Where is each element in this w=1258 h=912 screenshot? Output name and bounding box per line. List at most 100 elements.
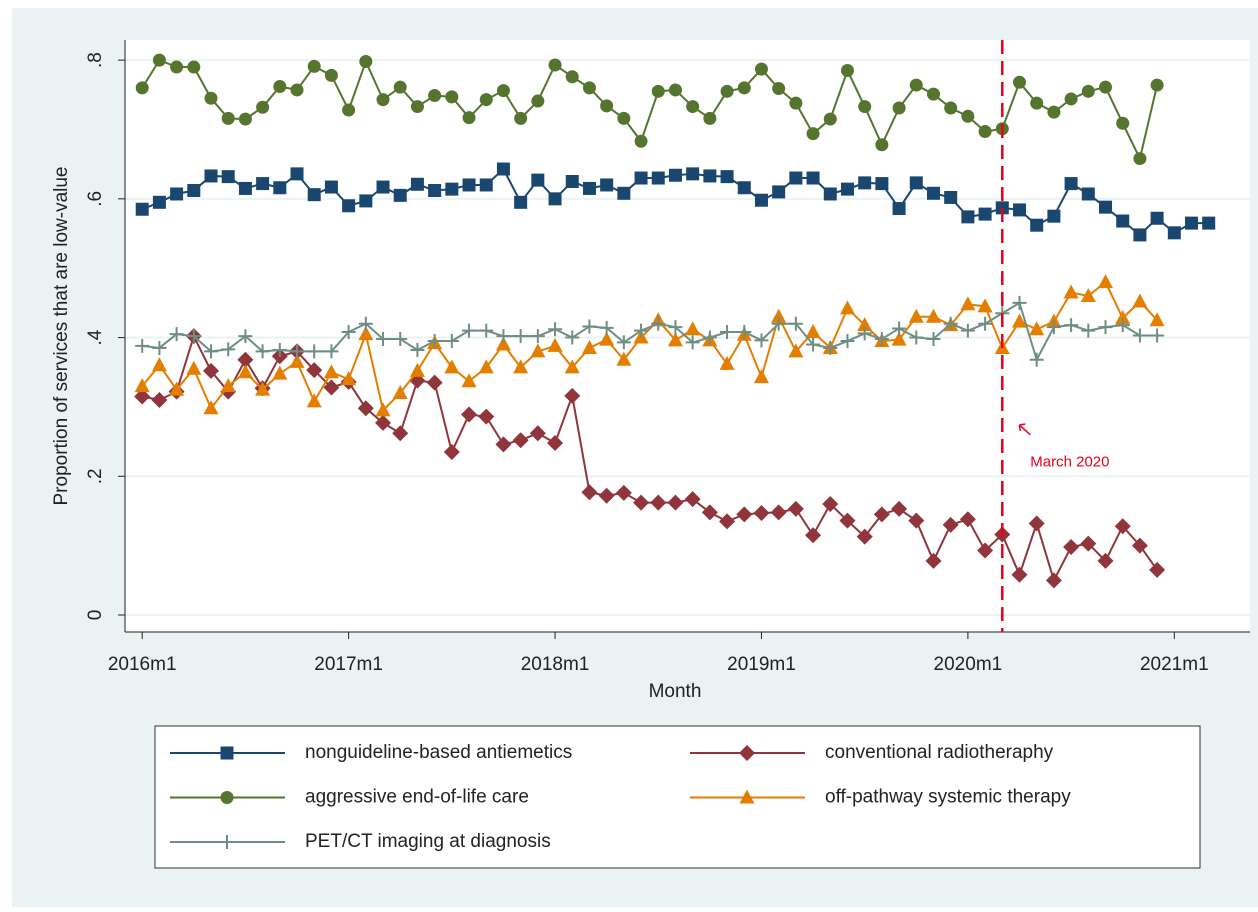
marker — [961, 109, 975, 123]
marker — [891, 500, 908, 517]
marker — [496, 84, 510, 98]
legend-box — [154, 725, 1201, 869]
x-tick-label: 2020m1 — [934, 654, 1003, 675]
marker — [858, 100, 872, 114]
marker — [1185, 216, 1199, 230]
marker — [789, 96, 803, 110]
marker — [616, 351, 632, 366]
marker — [857, 317, 873, 332]
marker — [1045, 572, 1062, 589]
x-tick-label: 2016m1 — [108, 654, 177, 675]
marker — [1116, 214, 1130, 228]
marker — [272, 365, 288, 380]
marker — [152, 195, 166, 209]
marker — [703, 111, 717, 125]
marker — [1081, 187, 1095, 201]
marker — [788, 316, 803, 331]
marker — [1047, 209, 1061, 223]
marker — [204, 344, 219, 359]
marker — [445, 182, 459, 196]
marker — [306, 362, 323, 379]
marker — [273, 181, 287, 195]
marker — [307, 344, 322, 359]
marker — [461, 373, 477, 388]
marker — [393, 331, 408, 346]
marker — [564, 387, 581, 404]
marker — [169, 381, 185, 396]
marker — [995, 201, 1009, 215]
marker — [839, 300, 855, 315]
marker — [393, 80, 407, 94]
marker — [273, 79, 287, 93]
marker — [978, 316, 993, 331]
marker — [582, 319, 597, 334]
marker — [925, 552, 942, 569]
marker — [445, 90, 459, 104]
marker — [1149, 312, 1165, 327]
series-line — [141, 280, 1158, 413]
y-tick-label: .8 — [85, 52, 106, 68]
marker — [771, 308, 787, 323]
marker — [806, 337, 821, 352]
marker — [634, 171, 648, 185]
marker — [220, 746, 234, 760]
marker — [1011, 566, 1028, 583]
marker — [169, 327, 184, 342]
marker — [926, 87, 940, 101]
marker — [359, 194, 373, 208]
marker — [701, 504, 718, 521]
legend-label: aggressive end-of-life care — [305, 787, 529, 808]
marker — [530, 343, 546, 358]
marker — [753, 505, 770, 522]
marker — [1080, 535, 1097, 552]
marker — [1030, 96, 1044, 110]
marker — [737, 325, 752, 340]
marker — [342, 103, 356, 117]
marker — [290, 83, 304, 97]
marker — [307, 188, 321, 202]
marker — [875, 138, 889, 152]
marker — [1029, 321, 1045, 336]
marker — [1167, 226, 1181, 240]
marker — [512, 432, 529, 449]
marker — [357, 400, 374, 417]
marker — [221, 342, 236, 357]
marker — [959, 511, 976, 528]
marker — [1131, 537, 1148, 554]
marker — [667, 332, 683, 347]
marker — [1150, 211, 1164, 225]
x-axis-label: Month — [649, 681, 702, 702]
marker — [960, 323, 975, 338]
marker — [375, 402, 391, 417]
marker — [823, 340, 838, 355]
marker — [908, 512, 925, 529]
marker — [598, 487, 615, 504]
marker — [720, 325, 735, 340]
y-tick-label: .4 — [85, 329, 106, 345]
marker — [187, 60, 201, 74]
marker — [582, 81, 596, 95]
marker — [393, 188, 407, 202]
marker — [892, 101, 906, 115]
marker — [306, 393, 322, 408]
marker — [221, 111, 235, 125]
marker — [858, 176, 872, 190]
marker — [255, 344, 270, 359]
annotation: March 2020 — [1030, 453, 1109, 470]
marker — [651, 84, 665, 98]
marker — [392, 425, 409, 442]
marker — [909, 176, 923, 190]
marker — [478, 408, 495, 425]
marker — [444, 334, 459, 349]
marker — [186, 329, 201, 344]
marker — [1046, 320, 1061, 335]
marker — [289, 353, 305, 368]
marker — [1063, 539, 1080, 556]
marker — [856, 528, 873, 545]
y-tick-label: .6 — [85, 191, 106, 207]
marker — [668, 83, 682, 97]
marker — [170, 60, 184, 74]
marker — [599, 331, 615, 346]
marker — [238, 112, 252, 126]
marker — [772, 185, 786, 199]
